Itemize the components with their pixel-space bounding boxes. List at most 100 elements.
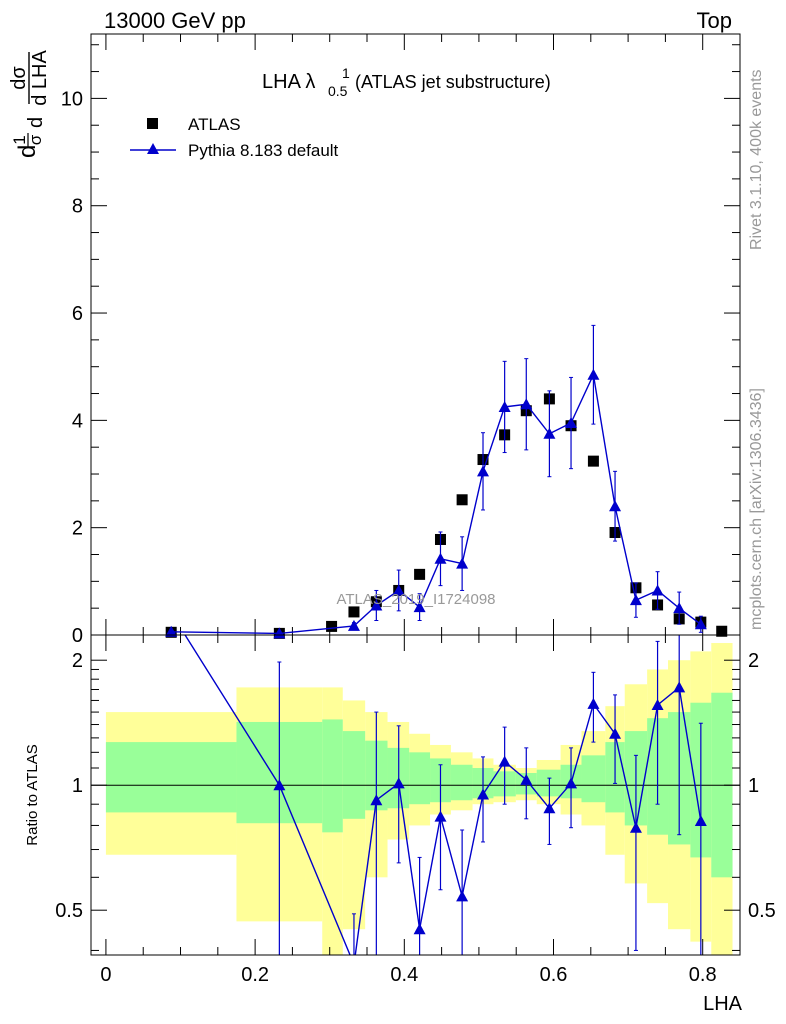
pythia-point (587, 368, 600, 380)
main-ylabel-den: d LHA (29, 50, 51, 106)
ratio-point (629, 821, 642, 833)
ratio-point (609, 727, 622, 739)
x-axis-label: LHA (703, 993, 743, 1015)
ratio-xtick-label: 0 (100, 964, 111, 986)
legend: ATLAS Pythia 8.183 default (130, 115, 339, 160)
ratio-point (434, 810, 447, 822)
ratio-data (165, 607, 707, 969)
plot-title: LHA λ (262, 71, 315, 93)
main-ylabel-d1: d (14, 145, 41, 158)
main-ytick-label: 2 (72, 518, 83, 540)
atlas-point (456, 494, 468, 506)
pythia-point (273, 627, 286, 639)
pythia-point (629, 594, 642, 606)
pythia-point (520, 398, 533, 410)
band-inner (409, 752, 431, 805)
legend-mc-label: Pythia 8.183 default (188, 141, 339, 160)
main-ytick-label: 0 (72, 625, 83, 647)
main-ylabel-num: dσ (8, 66, 30, 90)
atlas-point (716, 625, 728, 637)
atlas-point (414, 568, 426, 580)
ratio-point (273, 779, 286, 791)
main-ylabel-d2: d (25, 117, 47, 128)
ratio-ticks: 0.5 0.5 1 1 2 2 0 0.2 0.4 0.6 0.8 (55, 635, 776, 986)
ratio-point (587, 697, 600, 709)
pythia-point (392, 584, 405, 596)
pythia-point (673, 602, 686, 614)
main-ytick-label: 6 (72, 303, 83, 325)
atlas-point (348, 606, 360, 618)
main-ylabel: d 1 σ d dσ d LHA (8, 50, 51, 158)
legend-data-label: ATLAS (188, 115, 241, 134)
pythia-point (165, 625, 178, 637)
ratio-point (413, 923, 426, 935)
ratio-xtick-label: 0.8 (689, 964, 717, 986)
pythia-point (477, 465, 490, 477)
ratio-point (565, 777, 578, 789)
band-inner (342, 731, 366, 819)
pythia-point (694, 618, 707, 630)
legend-mc-marker (147, 143, 159, 154)
pythia-point (413, 601, 426, 613)
ratio-xtick-label: 0.2 (241, 964, 269, 986)
pythia-point (565, 417, 578, 429)
ratio-point (673, 681, 686, 693)
ratio-point (520, 773, 533, 785)
main-ytick-label: 4 (72, 410, 83, 432)
plot-title-main: LHA λ (262, 71, 315, 93)
main-data (165, 324, 728, 639)
header-left: 13000 GeV pp (104, 8, 246, 33)
ratio-point (477, 788, 490, 800)
watermark: ATLAS_2019_I1724098 (336, 591, 495, 608)
main-ytick-label: 8 (72, 196, 83, 218)
header-right: Top (697, 8, 732, 33)
plot-title-sup: 1 (342, 65, 350, 81)
ratio-ytick-label: 0.5 (55, 900, 83, 922)
pythia-point (543, 427, 556, 439)
band-inner (581, 755, 606, 803)
plot-title-sub: 0.5 (328, 83, 348, 99)
pythia-point (498, 400, 511, 412)
ratio-ytick-label-right: 1 (748, 775, 759, 797)
ratio-point (165, 607, 177, 618)
rivet-label: Rivet 3.1.10, 400k events (748, 69, 765, 250)
ratio-point (392, 777, 405, 789)
band-inner (322, 719, 343, 833)
ratio-point (651, 699, 664, 711)
ratio-point (456, 890, 469, 902)
ratio-ytick-label: 2 (72, 650, 83, 672)
main-ylabel-frac-num: 1 (10, 135, 29, 144)
ratio-point (543, 802, 556, 814)
ratio-point (370, 794, 383, 806)
ratio-xtick-label: 0.6 (540, 964, 568, 986)
band-inner (536, 769, 561, 797)
main-ticks: 0 2 4 6 8 10 (61, 34, 740, 647)
ratio-point (694, 814, 707, 826)
ratio-ytick-label: 1 (72, 775, 83, 797)
atlas-point (326, 620, 338, 632)
ratio-ytick-label-right: 2 (748, 650, 759, 672)
plot-title-tail: (ATLAS jet substructure) (355, 72, 551, 92)
pythia-point (456, 557, 469, 569)
ratio-point (348, 958, 360, 969)
ratio-panel: 0.5 0.5 1 1 2 2 0 0.2 0.4 0.6 0.8 Ratio to ATLAS L… (24, 607, 776, 1015)
legend-data-marker (147, 118, 158, 129)
ratio-ylabel: Ratio to ATLAS (24, 744, 41, 845)
ratio-series (165, 607, 707, 969)
pythia-point (609, 500, 622, 512)
main-ytick-label: 10 (61, 88, 83, 110)
ratio-ytick-label-right: 0.5 (748, 900, 776, 922)
mcplots-label: mcplots.cern.ch [arXiv:1306.3436] (748, 388, 765, 630)
band-inner (450, 764, 473, 801)
pythia-point (347, 619, 360, 631)
band-inner (105, 742, 237, 813)
pythia-point (651, 584, 664, 596)
ratio-frame (90, 634, 741, 956)
ratio-point (498, 755, 511, 767)
pythia-point (434, 552, 447, 564)
ratio-xtick-label: 0.4 (390, 964, 418, 986)
atlas-point (587, 455, 599, 467)
pythia-point (370, 599, 383, 611)
